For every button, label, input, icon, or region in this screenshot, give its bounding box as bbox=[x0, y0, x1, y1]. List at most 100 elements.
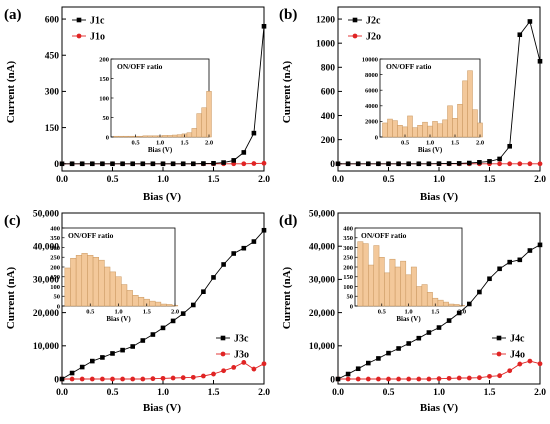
data-point-J4c bbox=[446, 318, 452, 323]
data-point-J3o bbox=[211, 371, 216, 377]
data-point-J3o bbox=[150, 376, 156, 382]
y-tick-label: 0 bbox=[330, 375, 335, 385]
data-point-J2c bbox=[386, 161, 391, 167]
data-point-J1c bbox=[110, 161, 115, 167]
x-tick-label: 1.0 bbox=[157, 175, 169, 185]
inset-bar bbox=[75, 255, 83, 307]
inset-frame bbox=[110, 58, 210, 138]
inset-bar bbox=[397, 125, 403, 138]
x-tick-label: 1.0 bbox=[433, 175, 445, 185]
x-tick-label: 0.5 bbox=[383, 175, 395, 185]
data-point-J3o bbox=[201, 373, 206, 379]
data-point-J2c bbox=[507, 143, 512, 149]
inset-bar bbox=[70, 257, 77, 307]
inset-bar bbox=[373, 245, 380, 307]
inset-y-tick-label: 250 bbox=[50, 255, 60, 262]
data-point-J3c bbox=[100, 355, 105, 360]
inset-bar bbox=[405, 274, 412, 307]
data-point-J4c bbox=[416, 335, 422, 341]
data-point-J2o bbox=[537, 161, 543, 167]
legend-entry-J4c: J4c bbox=[492, 334, 525, 345]
inset-bar bbox=[137, 135, 144, 138]
inset-bar bbox=[389, 258, 396, 307]
data-point-J2c bbox=[366, 161, 371, 167]
inset-title: ON/OFF ratio bbox=[117, 62, 163, 71]
data-point-J1c bbox=[191, 161, 196, 167]
inset-x-tick-label: 0.5 bbox=[378, 309, 387, 316]
legend-label: J1c bbox=[90, 16, 105, 27]
inset-bar bbox=[149, 300, 156, 307]
y-tick-label: 30,000 bbox=[33, 276, 59, 286]
inset-bar bbox=[160, 303, 167, 307]
inset-bar bbox=[172, 134, 178, 138]
x-tick-label: 1.5 bbox=[484, 388, 496, 398]
data-point-J2c bbox=[396, 161, 401, 167]
data-point-J2c bbox=[487, 159, 492, 164]
inset-x-tick-label: 0.5 bbox=[401, 140, 410, 147]
data-point-J4o bbox=[517, 361, 523, 367]
inset-y-tick-label: 400 bbox=[343, 225, 353, 232]
inset-y-tick-label: 200 bbox=[50, 264, 60, 271]
y-tick-label: 200 bbox=[321, 136, 336, 146]
inset-bar bbox=[113, 135, 119, 138]
inset-y-tick-label: 300 bbox=[50, 245, 60, 252]
y-tick-label: 450 bbox=[45, 52, 60, 62]
inset-bar bbox=[453, 304, 460, 307]
data-point-J1c bbox=[261, 23, 267, 29]
data-point-J1o bbox=[251, 161, 257, 166]
legend-label: J1o bbox=[90, 32, 105, 43]
x-tick-label: 0.0 bbox=[332, 175, 344, 185]
y-tick-label: 20,000 bbox=[33, 309, 59, 319]
data-point-J3c bbox=[59, 376, 65, 382]
inset-bar bbox=[392, 120, 398, 138]
data-point-J2c bbox=[477, 160, 482, 165]
inset-bar bbox=[443, 301, 449, 307]
data-point-J4o bbox=[365, 376, 371, 382]
y-tick-label: 600 bbox=[321, 88, 336, 98]
inset-bar bbox=[467, 70, 473, 138]
inset-bar bbox=[115, 276, 122, 307]
y-tick-label: 400 bbox=[321, 112, 336, 122]
panel-b: (b) 0.0 0.5 1.0 1.5 2.0 0 200 400 600 800 1000 1200 B… bbox=[279, 6, 546, 203]
inset-y-tick-label: 6000 bbox=[365, 88, 378, 95]
inset-bar bbox=[123, 135, 129, 138]
inset-bar bbox=[118, 135, 124, 138]
inset-y-tick-label: 200 bbox=[343, 264, 353, 271]
data-point-J4o bbox=[507, 368, 513, 374]
inset-bar bbox=[81, 253, 88, 307]
x-tick-label: 1.5 bbox=[208, 388, 220, 398]
data-point-J3c bbox=[90, 358, 95, 364]
legend-entry-J3o: J3o bbox=[216, 350, 249, 361]
data-point-J2c bbox=[456, 161, 462, 166]
x-axis-title: Bias (V) bbox=[420, 402, 459, 414]
y-tick-label: 800 bbox=[321, 64, 336, 74]
legend-marker bbox=[76, 17, 82, 23]
data-point-J1c bbox=[211, 160, 216, 166]
y-axis-title: Current (nA) bbox=[5, 60, 17, 123]
data-point-J2o bbox=[517, 161, 523, 167]
inset-bar bbox=[384, 272, 391, 307]
x-tick-label: 2.0 bbox=[258, 175, 270, 185]
data-point-J4c bbox=[477, 289, 482, 295]
data-point-J4o bbox=[487, 373, 492, 379]
inset-y-tick-label: 0 bbox=[375, 134, 378, 141]
inset-onoff-ratio: 0 50 100 150 200 0.5 1.0 1.5 2.0 ON/OFF ratio Bias… bbox=[99, 56, 213, 154]
inset-y-tick-label: 100 bbox=[343, 284, 353, 291]
data-point-J4c bbox=[355, 366, 361, 372]
y-tick-label: 0 bbox=[54, 375, 59, 385]
data-point-J2c bbox=[335, 161, 341, 167]
data-point-J3c bbox=[69, 370, 75, 376]
data-point-J3c bbox=[130, 344, 135, 349]
legend-marker bbox=[220, 335, 226, 341]
data-point-J1c bbox=[231, 158, 236, 163]
data-point-J1c bbox=[140, 161, 146, 167]
data-point-J4o bbox=[477, 375, 482, 381]
data-point-J3c bbox=[140, 338, 146, 343]
data-point-J4o bbox=[386, 376, 391, 382]
x-tick-label: 2.0 bbox=[534, 175, 546, 185]
legend-entry-J2o: J2o bbox=[348, 32, 381, 43]
panel-c: (c) 0.0 0.5 1.0 1.5 2.0 0 10,000 20,000 30,000 40,… bbox=[4, 209, 270, 414]
inset-x-tick-label: 1.5 bbox=[180, 140, 189, 147]
inset-bar bbox=[457, 103, 463, 138]
data-point-J4c bbox=[376, 356, 381, 361]
